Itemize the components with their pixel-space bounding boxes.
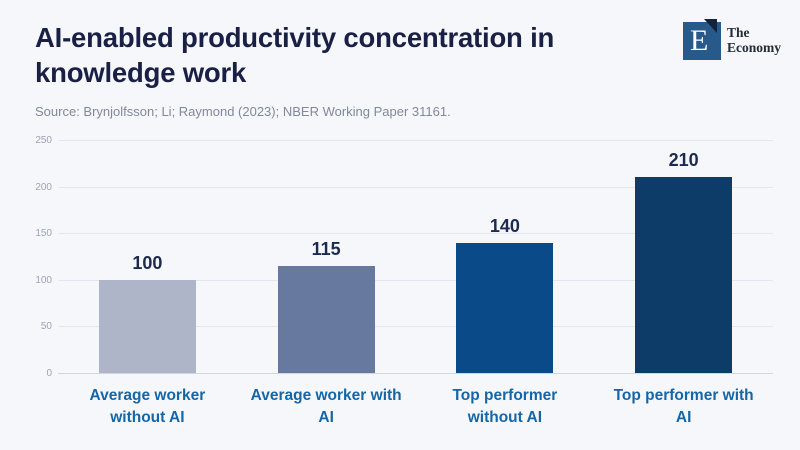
bar-value-label: 140: [489, 216, 520, 236]
bar-category-label: Average worker without AI: [89, 387, 206, 426]
bar-category-label: Average worker with AI: [250, 387, 402, 426]
bar: [277, 266, 375, 373]
y-gridline: [58, 279, 773, 281]
y-gridline: [58, 373, 773, 374]
bar-category-label: Top performer without AI: [452, 387, 558, 426]
bar-chart: 0 50 100 150 200 250 100 Average worker without…: [0, 130, 800, 450]
y-tick-label: 150: [35, 228, 52, 240]
y-gridline: [58, 326, 773, 328]
logo-letter: E: [690, 24, 709, 57]
bar-value-label: 100: [132, 253, 163, 273]
y-gridline: [58, 233, 773, 235]
the-economy-logo: E The Economy: [683, 19, 781, 62]
bar-value-label: 115: [311, 239, 341, 259]
bar: [635, 177, 733, 373]
bar-value-label: 210: [668, 150, 699, 170]
logo-square: E: [683, 19, 721, 60]
y-tick-label: 50: [40, 321, 52, 333]
bar: [456, 243, 554, 373]
y-gridline: [58, 140, 773, 141]
y-gridline: [58, 186, 773, 188]
bar-category-label: Top performer with AI: [613, 387, 754, 426]
logo-wordmark: The Economy: [727, 25, 781, 55]
source-note: Source: Brynjolfsson; Li; Raymond (2023)…: [35, 104, 451, 119]
bar: [98, 280, 196, 373]
y-tick-label: 100: [35, 274, 52, 286]
y-tick-label: 250: [35, 135, 52, 146]
y-tick-label: 0: [46, 368, 52, 379]
y-tick-label: 200: [35, 181, 52, 193]
page-title: AI-enabled productivity concentration in…: [35, 22, 555, 89]
